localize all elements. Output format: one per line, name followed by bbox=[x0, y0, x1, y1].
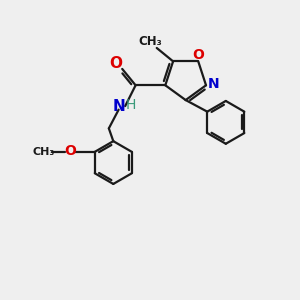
Text: CH₃: CH₃ bbox=[138, 35, 162, 48]
Text: O: O bbox=[109, 56, 122, 71]
Text: O: O bbox=[192, 48, 204, 62]
Text: H: H bbox=[126, 98, 136, 112]
Text: N: N bbox=[112, 99, 125, 114]
Text: CH₃: CH₃ bbox=[32, 147, 55, 157]
Text: N: N bbox=[208, 77, 219, 91]
Text: O: O bbox=[64, 144, 76, 158]
